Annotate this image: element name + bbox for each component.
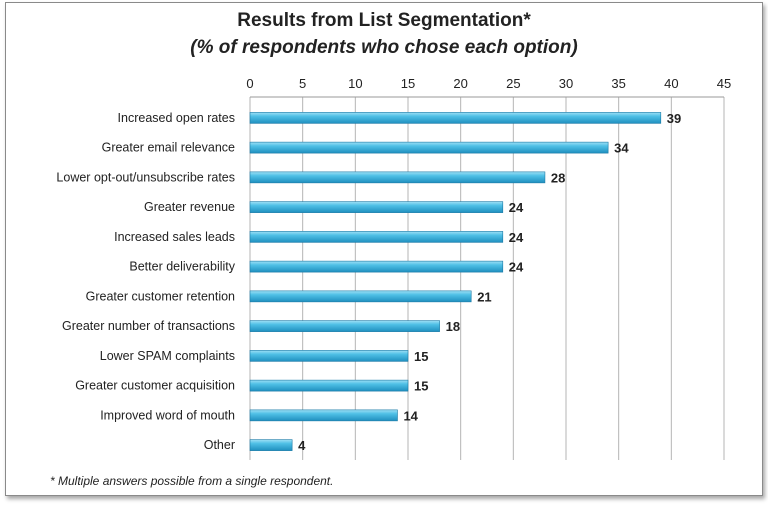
bars [249, 112, 662, 451]
data-label: 21 [477, 289, 491, 304]
x-tick-label: 20 [453, 76, 467, 91]
category-label: Lower SPAM complaints [100, 349, 235, 363]
x-tick-label: 10 [348, 76, 362, 91]
x-axis-ticks: 0 5 10 15 20 25 30 35 40 45 [246, 76, 731, 91]
category-label: Greater customer acquisition [75, 379, 235, 393]
data-label: 28 [551, 170, 565, 185]
x-tick-label: 35 [611, 76, 625, 91]
data-label: 18 [446, 319, 460, 334]
category-labels: Increased open rates Greater email releva… [56, 111, 235, 452]
data-label: 24 [509, 230, 524, 245]
footnote: * Multiple answers possible from a singl… [50, 474, 334, 488]
grid-lines [249, 96, 725, 460]
bar [249, 409, 398, 422]
bar-chart: 0 5 10 15 20 25 30 35 40 45 Increased open rates G… [56, 76, 731, 460]
data-label: 14 [403, 408, 418, 423]
bar [249, 231, 504, 243]
x-tick-label: 40 [664, 76, 678, 91]
category-label: Greater email relevance [102, 141, 235, 155]
x-tick-label: 0 [246, 76, 253, 91]
x-tick-label: 45 [717, 76, 731, 91]
bar [249, 290, 472, 303]
bar [249, 379, 409, 392]
category-label: Increased open rates [118, 111, 235, 125]
bar [249, 439, 293, 451]
category-label: Lower opt-out/unsubscribe rates [56, 170, 235, 184]
data-label: 34 [614, 141, 629, 156]
data-label: 4 [298, 438, 306, 453]
chart-title: Results from List Segmentation* [237, 10, 531, 31]
category-label: Improved word of mouth [100, 408, 235, 422]
bar [249, 112, 662, 124]
data-labels: 39 34 28 24 24 24 21 18 15 15 14 4 [298, 111, 681, 453]
x-tick-label: 25 [506, 76, 520, 91]
bar [249, 350, 409, 362]
category-label: Greater revenue [144, 200, 235, 214]
x-tick-label: 30 [559, 76, 573, 91]
bar [249, 320, 440, 332]
data-label: 24 [509, 200, 524, 215]
category-label: Other [204, 438, 235, 452]
data-label: 15 [414, 349, 428, 364]
data-label: 39 [667, 111, 681, 126]
category-label: Increased sales leads [114, 230, 235, 244]
chart-subtitle: (% of respondents who chose each option) [190, 37, 578, 58]
category-label: Better deliverability [129, 260, 235, 274]
data-label: 24 [509, 260, 524, 275]
bar [249, 201, 504, 213]
bar [249, 260, 504, 273]
category-label: Greater customer retention [86, 289, 235, 303]
x-tick-label: 5 [299, 76, 306, 91]
category-label: Greater number of transactions [62, 319, 235, 333]
x-tick-label: 15 [401, 76, 415, 91]
data-label: 15 [414, 379, 428, 394]
bar [249, 141, 609, 154]
bar [249, 171, 546, 184]
